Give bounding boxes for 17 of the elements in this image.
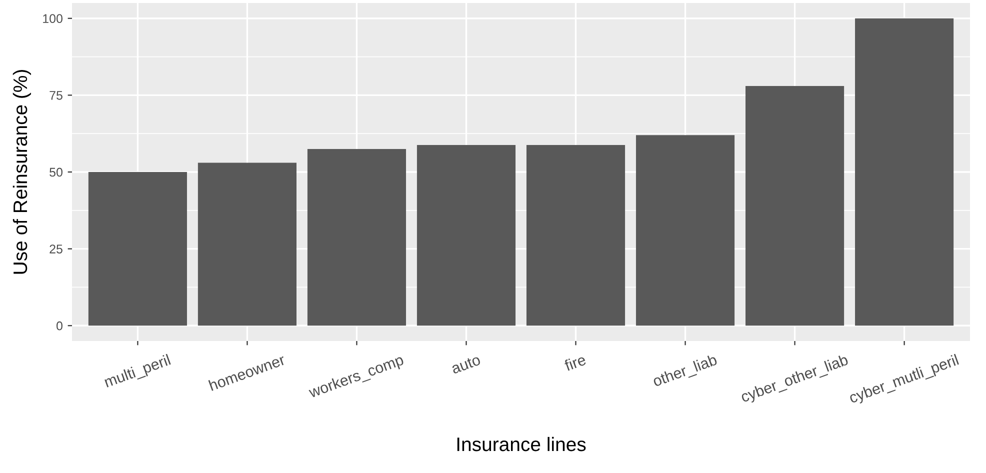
bar [746,86,844,326]
bar [416,144,516,326]
bar [198,162,296,326]
y-tick-label: 75 [50,91,62,100]
x-tick-label: auto [450,354,482,374]
y-axis-title: Use of Reinsurance (%) [12,70,31,274]
y-tick-label: 25 [50,244,62,254]
y-tick-label: 50 [50,168,62,177]
bar [636,135,735,326]
bar [88,172,187,326]
bar [307,148,406,326]
y-tick-label: 0 [56,321,62,330]
x-axis-title: Insurance lines [457,436,586,452]
y-tick-label: 100 [43,14,62,24]
bar [526,144,626,326]
x-tick-label: fire [564,354,586,372]
bar [855,18,954,326]
